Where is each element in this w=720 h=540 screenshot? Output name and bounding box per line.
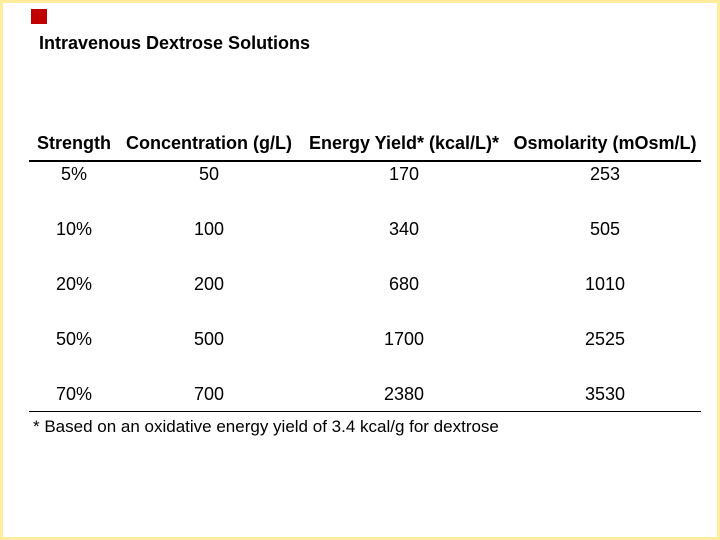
- table-cell: 3530: [584, 384, 626, 404]
- column-header-energy-yield: Energy Yield* (kcal/L)*: [299, 121, 509, 162]
- table-cell: 5%: [60, 164, 87, 184]
- table-cell: 1700: [383, 329, 425, 349]
- table-cell: 70%: [55, 384, 93, 404]
- table-cell: 500: [193, 329, 225, 349]
- table-cell: 253: [589, 164, 621, 184]
- table-cell: 700: [193, 384, 225, 404]
- footnote-divider: [29, 411, 701, 412]
- column-header-osmolarity: Osmolarity (mOsm/L): [509, 121, 701, 162]
- table-cell: 1010: [584, 274, 626, 294]
- table-cell: 10%: [55, 219, 93, 239]
- table-cell: 680: [388, 274, 420, 294]
- table-row: 70% 700 2380 3530: [29, 382, 701, 437]
- column-header-concentration: Concentration (g/L): [119, 121, 299, 162]
- table-cell: 50: [198, 164, 220, 184]
- column-header-strength: Strength: [29, 121, 119, 162]
- table-cell: 2525: [584, 329, 626, 349]
- table-cell: 200: [193, 274, 225, 294]
- table-row: 20% 200 680 1010: [29, 272, 701, 327]
- table-cell: 50%: [55, 329, 93, 349]
- table-cell: 170: [388, 164, 420, 184]
- table-row: 50% 500 1700 2525: [29, 327, 701, 382]
- table-row: 10% 100 340 505: [29, 217, 701, 272]
- table-cell: 20%: [55, 274, 93, 294]
- page-title: Intravenous Dextrose Solutions: [39, 33, 311, 53]
- table-cell: 505: [589, 219, 621, 239]
- table-cell: 340: [388, 219, 420, 239]
- table-header-row: Strength Concentration (g/L) Energy Yiel…: [29, 121, 701, 162]
- table-cell: 2380: [383, 384, 425, 404]
- footnote-text: * Based on an oxidative energy yield of …: [33, 417, 499, 436]
- table-cell: 100: [193, 219, 225, 239]
- table-row: 5% 50 170 253: [29, 161, 701, 217]
- dextrose-table: Strength Concentration (g/L) Energy Yiel…: [29, 121, 701, 437]
- red-square-icon: [31, 9, 47, 24]
